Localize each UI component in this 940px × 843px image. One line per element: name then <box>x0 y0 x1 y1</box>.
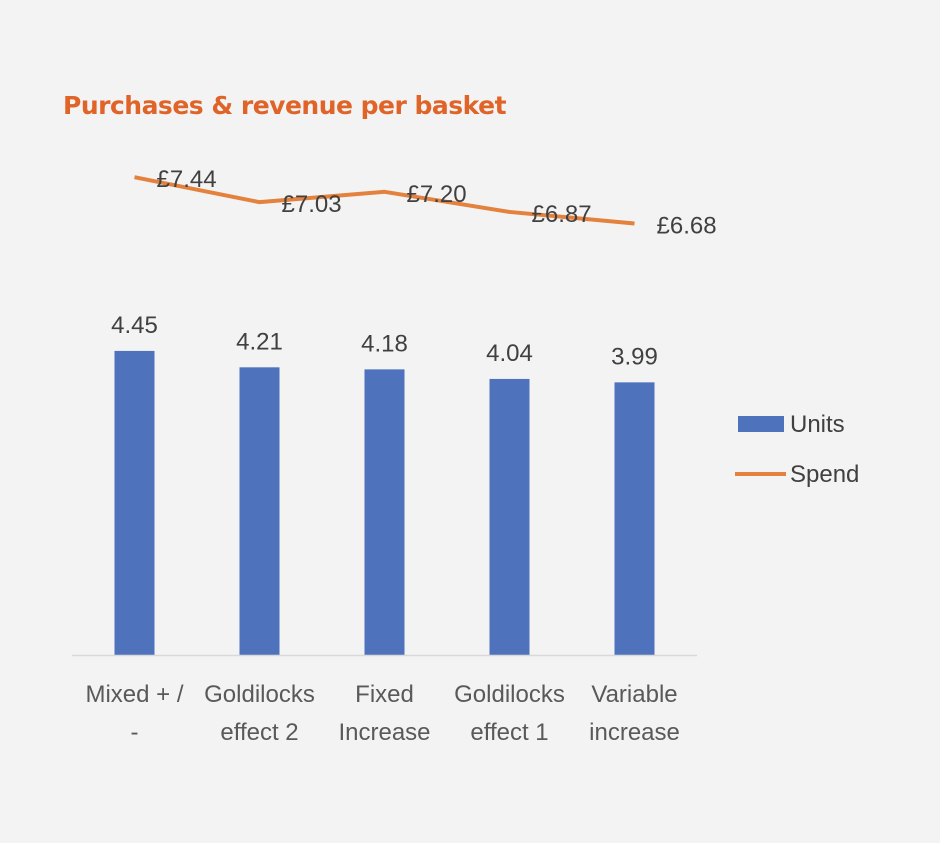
spend-line-series <box>134 175 635 226</box>
spend-data-label: £6.87 <box>532 201 592 228</box>
units-bar <box>489 378 530 655</box>
legend-units-swatch <box>738 416 784 432</box>
units-bar <box>614 382 655 655</box>
units-bar <box>364 369 405 655</box>
legend: Units Spend <box>735 411 859 488</box>
chart-title: Purchases & revenue per basket <box>63 91 507 120</box>
units-bar <box>239 367 280 655</box>
x-tick-label: Goldilocks <box>454 681 565 708</box>
spend-data-label: £7.20 <box>407 181 467 208</box>
x-tick-label: Increase <box>338 719 430 746</box>
x-tick-labels: Mixed + / - Goldilocks effect 2 Fixed Increas… <box>85 681 679 746</box>
x-tick-label: Mixed + / <box>85 681 183 708</box>
x-tick-label: Goldilocks <box>204 681 315 708</box>
units-data-label: 4.18 <box>361 330 408 357</box>
x-tick-label: Variable <box>591 681 677 708</box>
units-data-label: 4.45 <box>111 312 158 339</box>
units-bars <box>114 350 655 655</box>
x-tick-label: - <box>131 719 139 746</box>
data-labels: 4.45 4.21 4.18 4.04 3.99 £7.44 £7.03 £7.20 £6.87… <box>111 166 716 370</box>
units-data-label: 4.21 <box>236 328 283 355</box>
spend-data-label: £7.03 <box>282 191 342 218</box>
x-tick-label: Fixed <box>355 681 414 708</box>
x-tick-label: effect 2 <box>220 719 298 746</box>
spend-data-label: £7.44 <box>157 166 217 193</box>
legend-units-label: Units <box>790 411 845 438</box>
units-bar <box>114 350 155 655</box>
x-tick-label: effect 1 <box>470 719 548 746</box>
units-data-label: 4.04 <box>486 340 533 367</box>
legend-spend-label: Spend <box>790 461 859 488</box>
spend-data-label: £6.68 <box>657 213 717 240</box>
units-data-label: 3.99 <box>611 343 658 370</box>
x-tick-label: increase <box>589 719 680 746</box>
